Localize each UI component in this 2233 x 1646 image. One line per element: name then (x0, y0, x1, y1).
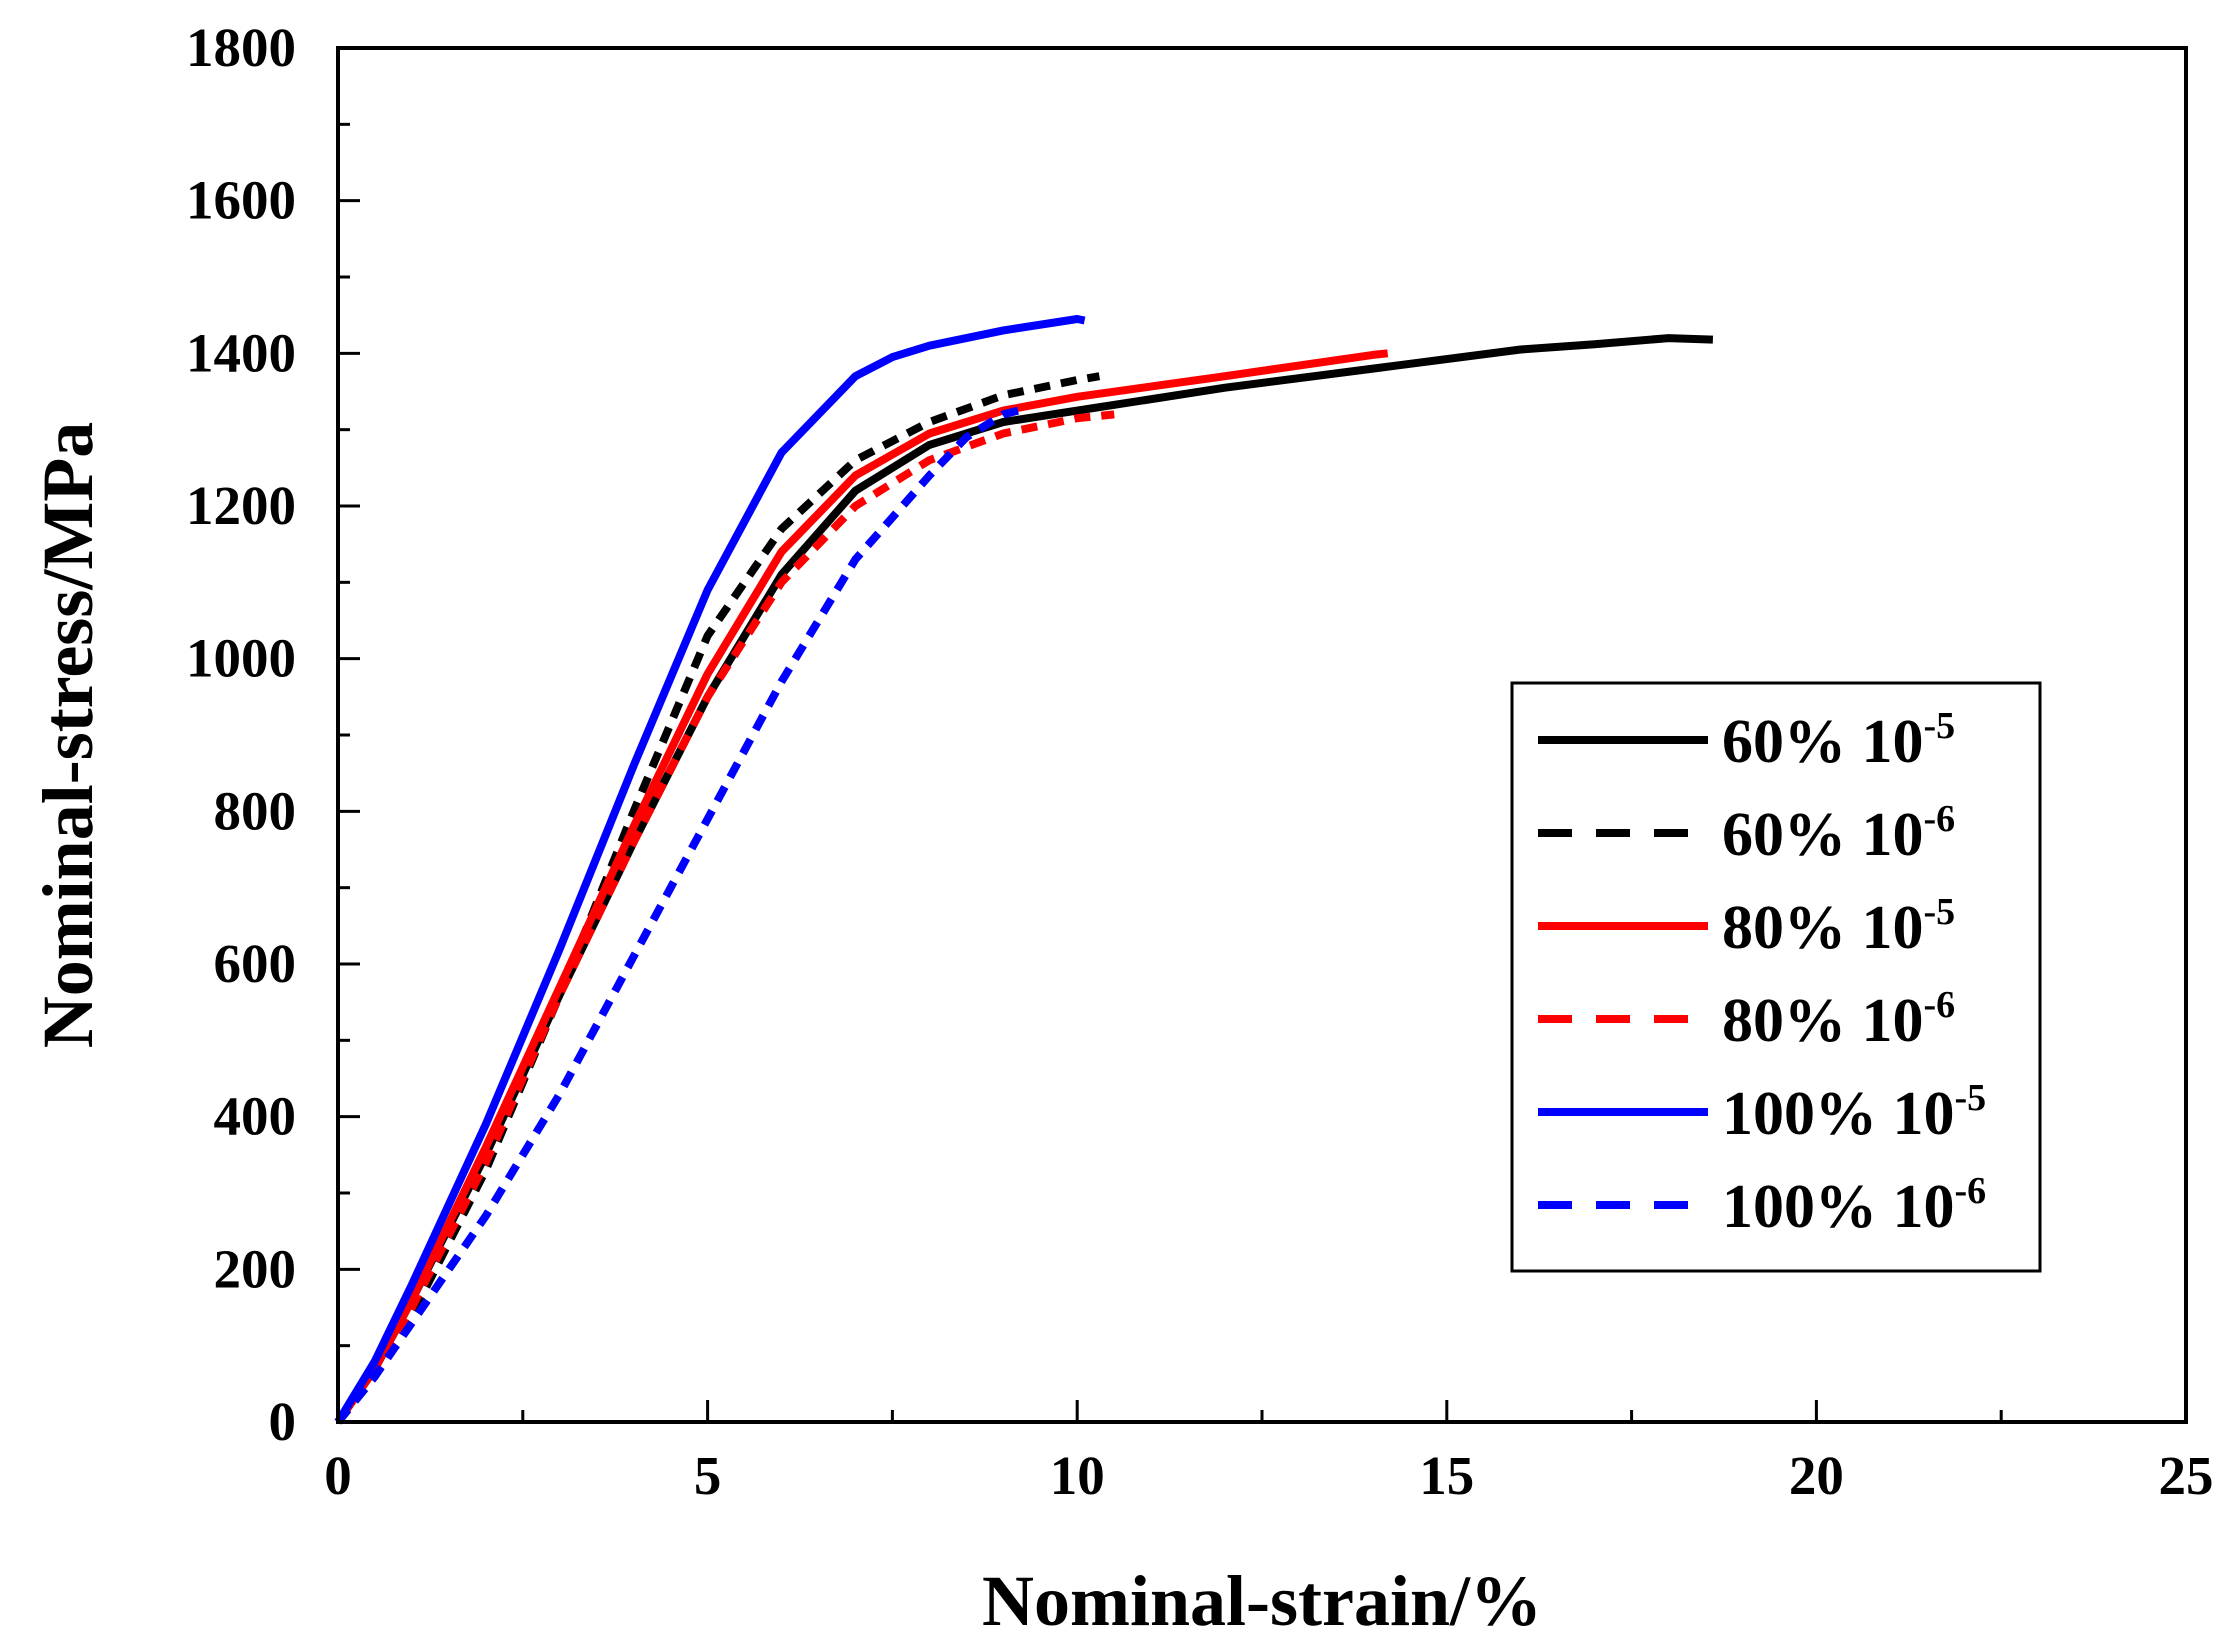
legend-box (1510, 681, 2042, 1273)
axis-layer: 0 5 10 15 20 25 0 200 400 600 800 1000 1200 1400 1600 1… (186, 17, 2214, 1506)
y-tick-label: 1800 (186, 17, 296, 78)
y-tick-label: 1400 (186, 322, 296, 383)
y-tick-label: 600 (214, 933, 297, 994)
legend-label-6: 100% 10-6 (1722, 1170, 1986, 1241)
x-tick-label: 15 (1419, 1445, 1474, 1506)
series-layer (334, 315, 1714, 1425)
x-tick-label: 0 (324, 1445, 352, 1506)
y-axis-title: Nominal-stress/MPa (28, 422, 108, 1049)
y-tick-label: 1000 (186, 628, 296, 689)
x-tick-label: 5 (694, 1445, 722, 1506)
y-tick-label: 200 (214, 1238, 297, 1299)
legend-label-4: 80% 10-6 (1722, 984, 1955, 1055)
x-tick-label: 20 (1789, 1445, 1844, 1506)
legend: 60% 10-5 60% 10-6 80% 10-5 80% 10-6 100% 10-… (1510, 681, 2042, 1273)
x-tick-label: 10 (1050, 1445, 1105, 1506)
x-tick-label: 25 (2159, 1445, 2214, 1506)
series-line-6 (334, 406, 1020, 1425)
y-tick-label: 400 (214, 1086, 297, 1147)
legend-label-5: 100% 10-5 (1722, 1077, 1986, 1148)
legend-label-2: 60% 10-6 (1722, 798, 1955, 869)
y-tick-label: 1200 (186, 475, 296, 536)
series-line-4 (334, 410, 1115, 1425)
series-line-2 (334, 372, 1101, 1425)
y-tick-label: 0 (269, 1391, 297, 1452)
series-line-3 (334, 349, 1389, 1425)
legend-label-3: 80% 10-5 (1722, 891, 1955, 962)
y-tick-label: 800 (214, 780, 297, 841)
x-axis-title: Nominal-strain/% (982, 1561, 1542, 1641)
series-line-5 (334, 315, 1086, 1425)
legend-label-1: 60% 10-5 (1722, 705, 1955, 776)
y-tick-label: 1600 (186, 170, 296, 231)
